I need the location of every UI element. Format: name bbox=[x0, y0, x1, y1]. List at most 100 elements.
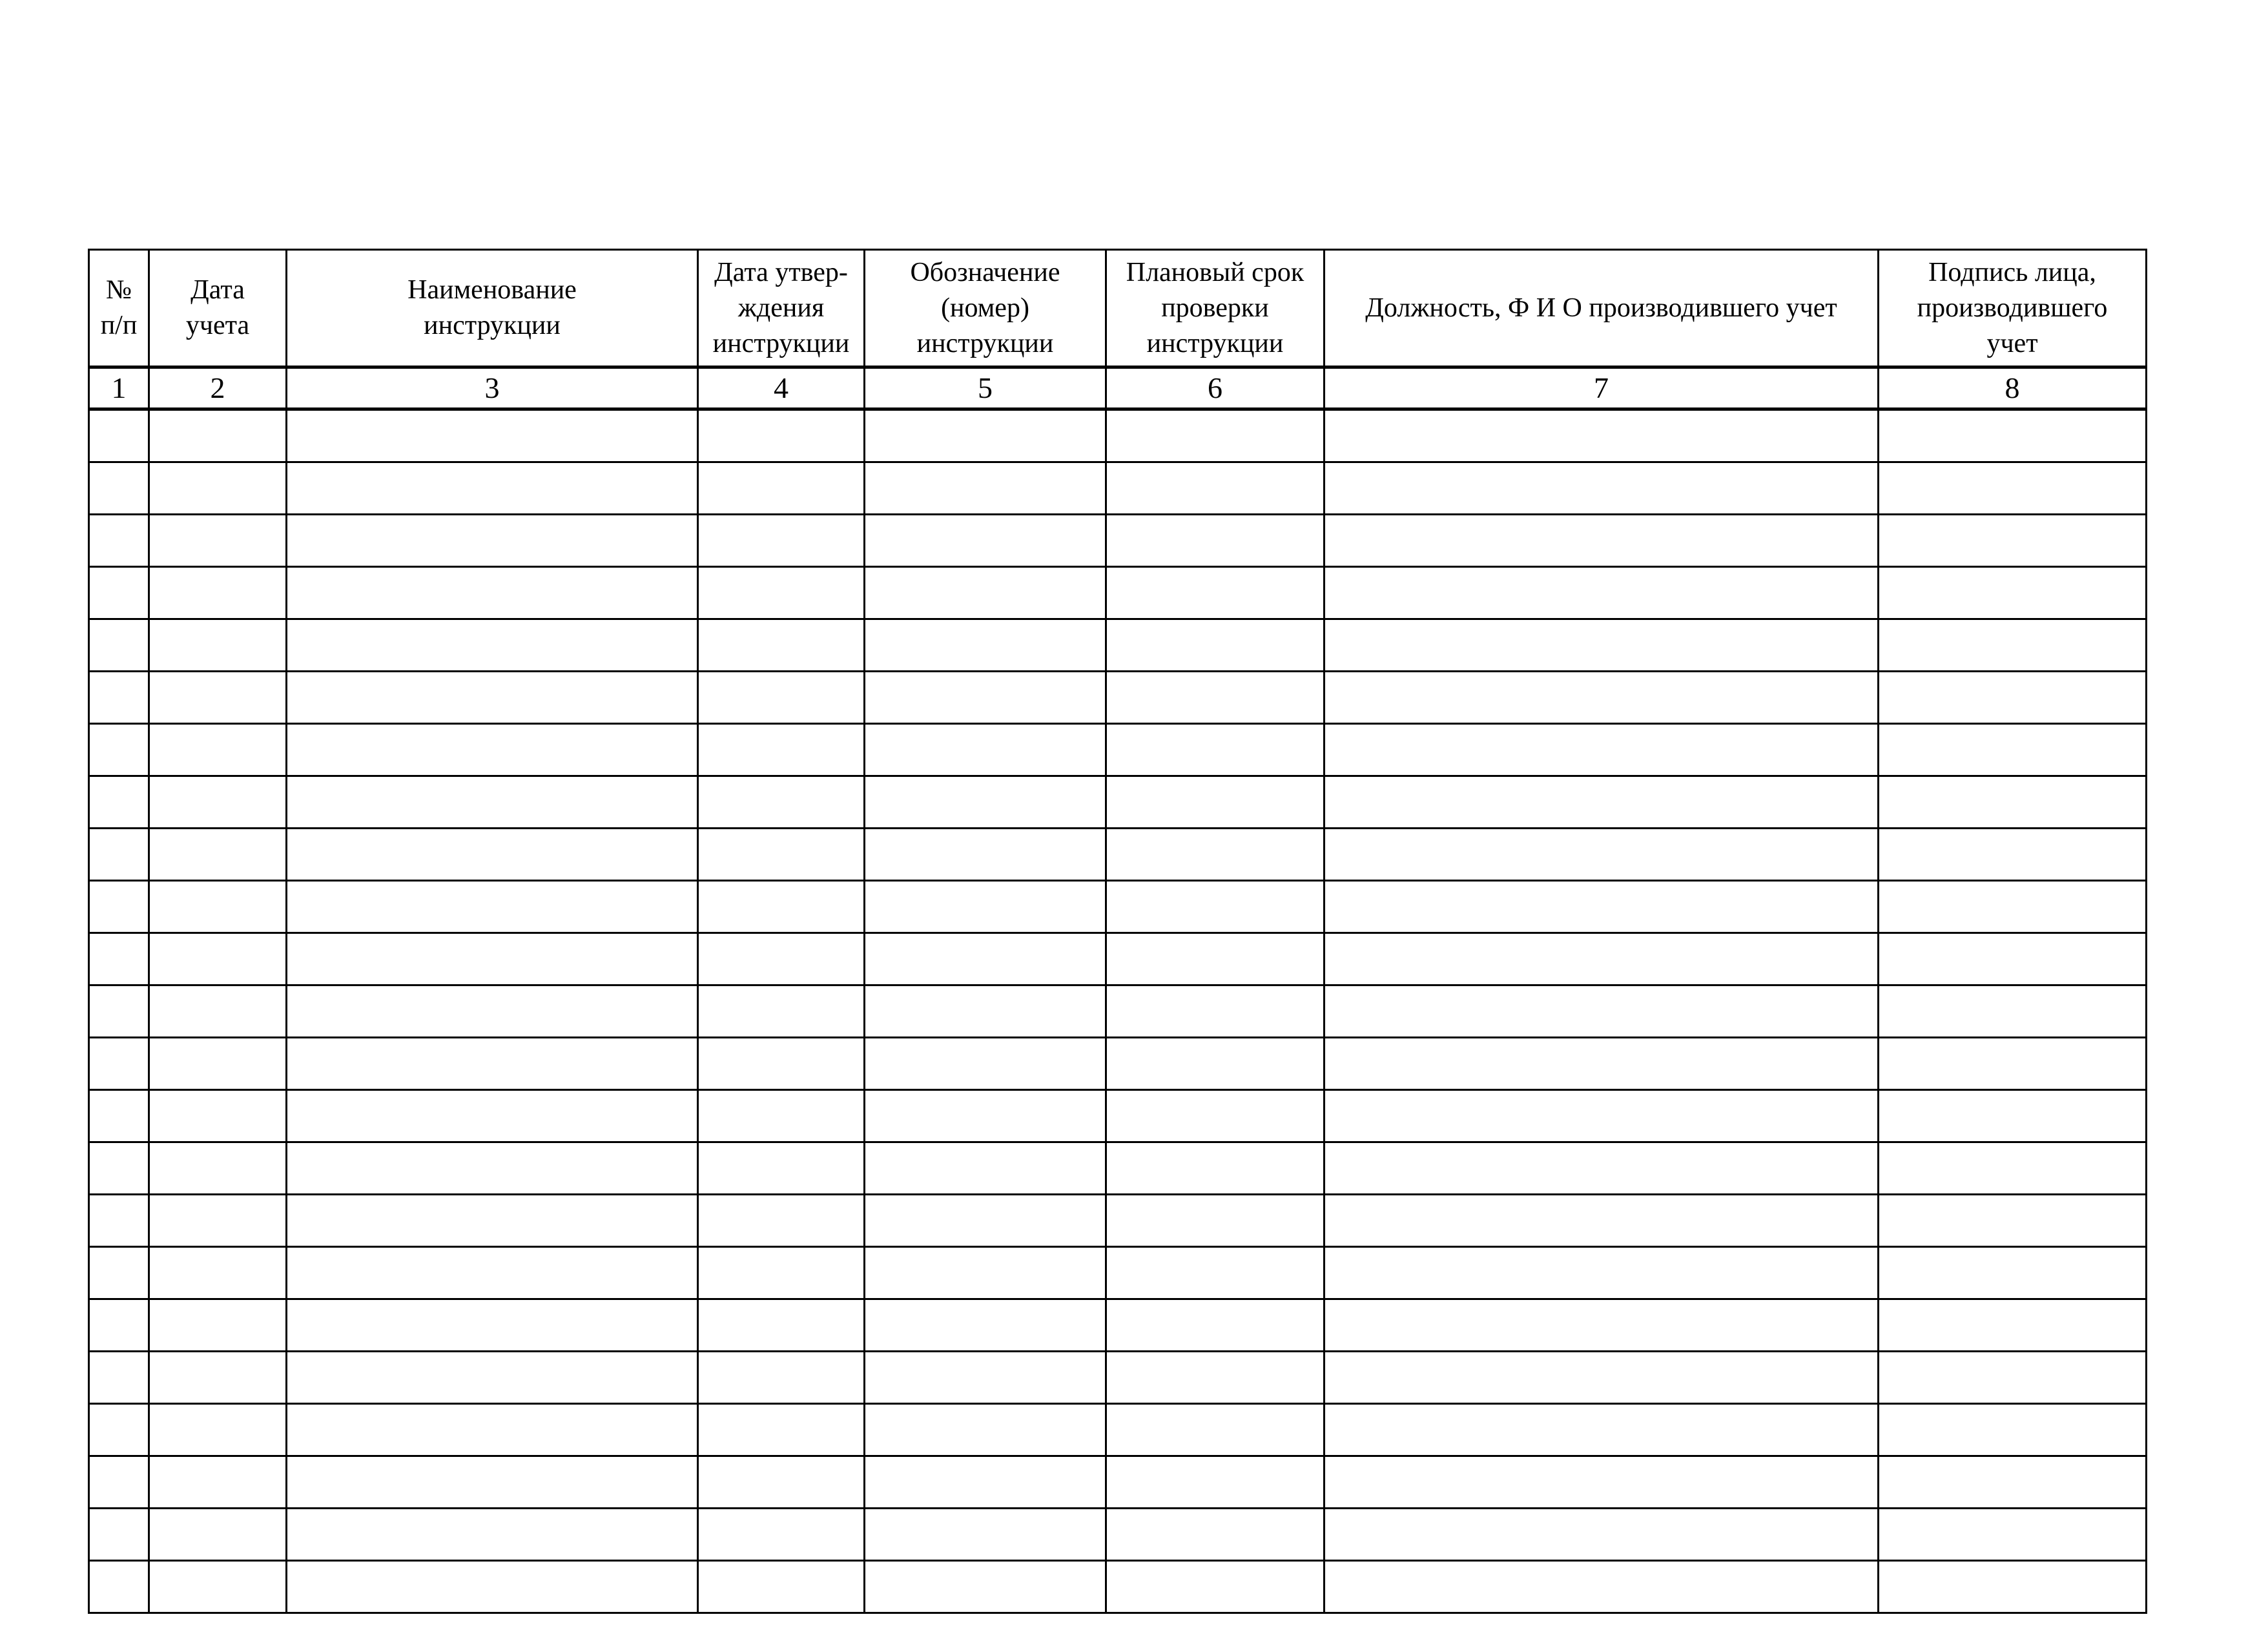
table-cell bbox=[285, 408, 699, 463]
table-cell bbox=[88, 1141, 150, 1195]
table-cell bbox=[285, 723, 699, 777]
table-cell bbox=[697, 932, 865, 986]
table-cell bbox=[88, 827, 150, 882]
table-cell bbox=[863, 880, 1107, 934]
table-row bbox=[88, 1036, 2147, 1091]
table-cell bbox=[1105, 1560, 1325, 1614]
table-cell bbox=[1105, 1089, 1325, 1143]
table-cell bbox=[148, 932, 287, 986]
table-cell bbox=[88, 1246, 150, 1300]
table-row bbox=[88, 1350, 2147, 1405]
table-cell bbox=[285, 513, 699, 568]
header-row: № п/п Дата учета Наименование инструкции… bbox=[88, 249, 2147, 368]
table-cell bbox=[148, 1455, 287, 1509]
table-cell bbox=[88, 723, 150, 777]
header-position-name: Должность, Ф И О производившего учет bbox=[1323, 249, 1879, 368]
table-cell bbox=[697, 408, 865, 463]
table-cell bbox=[148, 513, 287, 568]
table-cell bbox=[697, 1560, 865, 1614]
table-cell bbox=[1323, 723, 1879, 777]
table-cell bbox=[1323, 1455, 1879, 1509]
table-row bbox=[88, 1246, 2147, 1300]
table-cell bbox=[148, 566, 287, 620]
table-cell bbox=[1877, 1298, 2147, 1352]
table-cell bbox=[88, 880, 150, 934]
table-cell bbox=[697, 1298, 865, 1352]
table-cell bbox=[1105, 723, 1325, 777]
instruction-register-table: № п/п Дата учета Наименование инструкции… bbox=[88, 249, 2147, 1614]
table-cell bbox=[1323, 670, 1879, 725]
table-cell bbox=[1105, 670, 1325, 725]
table-row bbox=[88, 1455, 2147, 1509]
table-cell bbox=[1877, 618, 2147, 672]
table-cell bbox=[697, 513, 865, 568]
table-row bbox=[88, 1560, 2147, 1614]
table-cell bbox=[1105, 932, 1325, 986]
table-cell bbox=[88, 670, 150, 725]
table-cell bbox=[863, 1141, 1107, 1195]
table-cell bbox=[285, 1193, 699, 1248]
table-cell bbox=[697, 1403, 865, 1457]
table-row bbox=[88, 1193, 2147, 1248]
table-cell bbox=[1105, 408, 1325, 463]
table-cell bbox=[88, 408, 150, 463]
table-cell bbox=[148, 775, 287, 829]
table-cell bbox=[285, 984, 699, 1038]
table-cell bbox=[1323, 408, 1879, 463]
table-cell bbox=[1877, 670, 2147, 725]
table-cell bbox=[697, 1246, 865, 1300]
table-cell bbox=[863, 827, 1107, 882]
table-row bbox=[88, 670, 2147, 725]
table-cell bbox=[697, 984, 865, 1038]
table-cell bbox=[863, 1507, 1107, 1562]
table-cell bbox=[88, 932, 150, 986]
table-row bbox=[88, 461, 2147, 515]
table-row bbox=[88, 932, 2147, 986]
table-cell bbox=[863, 1560, 1107, 1614]
table-row bbox=[88, 618, 2147, 672]
table-cell bbox=[148, 1507, 287, 1562]
table-cell bbox=[148, 1403, 287, 1457]
table-cell bbox=[1877, 827, 2147, 882]
table-row bbox=[88, 984, 2147, 1038]
table-cell bbox=[863, 723, 1107, 777]
header-signature: Подпись лица, производившего учет bbox=[1877, 249, 2147, 368]
column-number: 5 bbox=[863, 366, 1107, 411]
column-number: 1 bbox=[88, 366, 150, 411]
table-cell bbox=[1877, 1507, 2147, 1562]
table-body bbox=[88, 408, 2147, 1614]
table-cell bbox=[697, 1350, 865, 1405]
table-cell bbox=[148, 461, 287, 515]
table-cell bbox=[1877, 932, 2147, 986]
table-cell bbox=[88, 984, 150, 1038]
table-cell bbox=[863, 1298, 1107, 1352]
table-cell bbox=[863, 1036, 1107, 1091]
table-cell bbox=[863, 1350, 1107, 1405]
table-cell bbox=[285, 1455, 699, 1509]
table-cell bbox=[1323, 1089, 1879, 1143]
table-cell bbox=[1877, 1246, 2147, 1300]
table-cell bbox=[1105, 1298, 1325, 1352]
table-cell bbox=[863, 566, 1107, 620]
table-cell bbox=[285, 1403, 699, 1457]
header-review-deadline: Плановый срок проверки инструкции bbox=[1105, 249, 1325, 368]
table-cell bbox=[697, 880, 865, 934]
column-number: 7 bbox=[1323, 366, 1879, 411]
table-cell bbox=[697, 1089, 865, 1143]
table-cell bbox=[148, 1089, 287, 1143]
table-cell bbox=[285, 670, 699, 725]
table-cell bbox=[1877, 984, 2147, 1038]
table-cell bbox=[1323, 461, 1879, 515]
table-cell bbox=[697, 1141, 865, 1195]
table-cell bbox=[1105, 1403, 1325, 1457]
table-cell bbox=[88, 1507, 150, 1562]
table-cell bbox=[148, 1141, 287, 1195]
table-cell bbox=[1323, 1298, 1879, 1352]
table-cell bbox=[1877, 723, 2147, 777]
table-cell bbox=[1323, 1141, 1879, 1195]
table-cell bbox=[1877, 408, 2147, 463]
table-cell bbox=[285, 461, 699, 515]
table-cell bbox=[148, 1298, 287, 1352]
table-row bbox=[88, 775, 2147, 829]
table-cell bbox=[1877, 461, 2147, 515]
